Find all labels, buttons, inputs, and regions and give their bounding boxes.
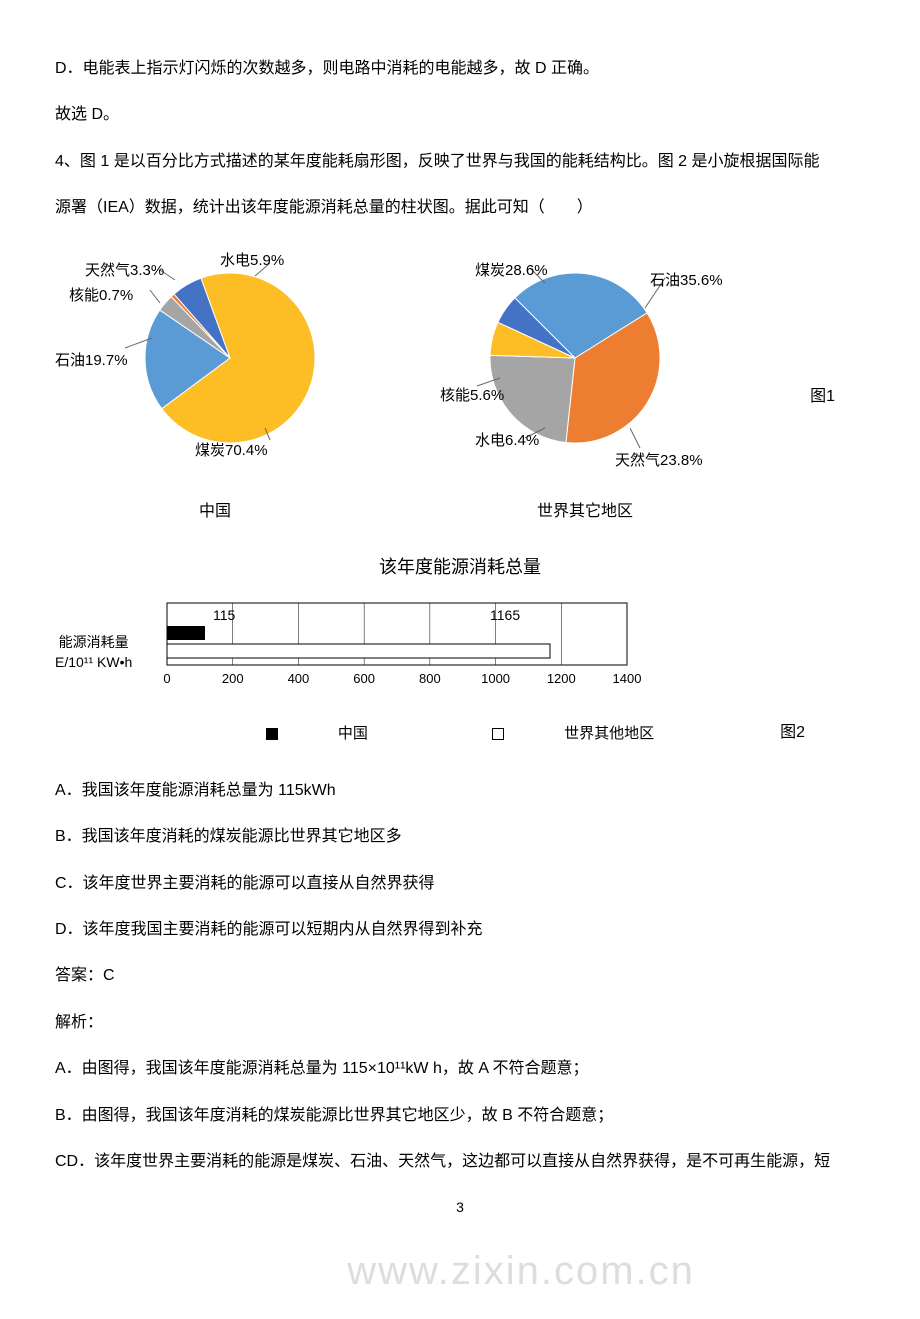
bar-axis-label: 能源消耗量 E/10¹¹ KW•h: [55, 633, 132, 672]
svg-text:1000: 1000: [481, 671, 510, 686]
svg-text:0: 0: [164, 671, 171, 686]
china-hydro-label: 水电5.9%: [220, 243, 284, 279]
svg-text:1200: 1200: [547, 671, 576, 686]
legend-world: 世界其他地区: [564, 725, 654, 742]
explain-a: A．由图得，我国该年度能源消耗总量为 115×10¹¹kW h，故 A 不符合题…: [55, 1050, 865, 1088]
bar-title: 该年度能源消耗总量: [55, 546, 865, 589]
explain-label: 解析：: [55, 1004, 865, 1042]
answer: 答案：C: [55, 957, 865, 995]
explain-cd: CD．该年度世界主要消耗的能源是煤炭、石油、天然气，这边都可以直接从自然界获得，…: [55, 1143, 865, 1181]
fig2-label: 图2: [780, 714, 805, 752]
q4-stem-line1: 4、图 1 是以百分比方式描述的某年度能耗扇形图，反映了世界与我国的能耗结构比。…: [55, 143, 865, 181]
option-a: A．我国该年度能源消耗总量为 115kWh: [55, 772, 865, 810]
pie-row: 天然气3.3% 水电5.9% 核能0.7% 石油19.7% 煤炭70.4% 中国…: [55, 248, 865, 532]
svg-text:1165: 1165: [490, 607, 520, 623]
option-c: C．该年度世界主要消耗的能源可以直接从自然界获得: [55, 865, 865, 903]
pie-world-wrap: 煤炭28.6% 石油35.6% 核能5.6% 水电6.4% 天然气23.8% 世…: [415, 248, 755, 532]
svg-text:800: 800: [419, 671, 441, 686]
svg-text:1400: 1400: [613, 671, 642, 686]
option-b: B．我国该年度消耗的煤炭能源比世界其它地区多: [55, 818, 865, 856]
prev-answer-pick: 故选 D。: [55, 96, 865, 134]
figure-1-container: 天然气3.3% 水电5.9% 核能0.7% 石油19.7% 煤炭70.4% 中国…: [55, 248, 865, 752]
bar-axis-l2: E/10¹¹ KW•h: [55, 654, 132, 670]
world-nuclear-label: 核能5.6%: [440, 378, 504, 414]
fig1-label: 图1: [810, 378, 835, 416]
option-d: D．该年度我国主要消耗的能源可以短期内从自然界得到补充: [55, 911, 865, 949]
world-oil-label: 石油35.6%: [650, 263, 723, 299]
watermark: www.zixin.com.cn: [347, 1223, 695, 1319]
world-gas-label: 天然气23.8%: [615, 443, 703, 479]
bar-section: 该年度能源消耗总量 能源消耗量 E/10¹¹ KW•h www.zixin.co…: [55, 546, 865, 752]
china-caption: 中国: [55, 493, 375, 531]
world-coal-label: 煤炭28.6%: [475, 253, 548, 289]
explain-b: B．由图得，我国该年度消耗的煤炭能源比世界其它地区少，故 B 不符合题意；: [55, 1097, 865, 1135]
world-hydro-label: 水电6.4%: [475, 423, 539, 459]
bar-axis-l1: 能源消耗量: [59, 634, 129, 650]
bar-chart-box: www.zixin.com.cn 02004006008001000120014…: [147, 598, 667, 708]
prev-answer-d: D．电能表上指示灯闪烁的次数越多，则电路中消耗的电能越多，故 D 正确。: [55, 50, 865, 88]
svg-text:200: 200: [222, 671, 244, 686]
legend-china: 中国: [338, 725, 368, 742]
bar-legend: 中国 世界其他地区 图2: [55, 716, 865, 752]
page-number: 3: [0, 1191, 920, 1225]
svg-text:600: 600: [354, 671, 376, 686]
svg-text:115: 115: [213, 607, 236, 623]
world-caption: 世界其它地区: [415, 493, 755, 531]
china-coal-label: 煤炭70.4%: [195, 433, 268, 469]
china-nuclear-label: 核能0.7%: [69, 278, 133, 314]
q4-stem-line2: 源署（IEA）数据，统计出该年度能源消耗总量的柱状图。据此可知（ ）: [55, 189, 865, 227]
china-oil-label: 石油19.7%: [55, 343, 128, 379]
svg-text:400: 400: [288, 671, 310, 686]
bar-area: 能源消耗量 E/10¹¹ KW•h www.zixin.com.cn 02004…: [55, 598, 865, 708]
bar-chart: 0 200 400 600 800 1000 1200 1400 115 1165: [147, 598, 667, 693]
pie-china-wrap: 天然气3.3% 水电5.9% 核能0.7% 石油19.7% 煤炭70.4% 中国: [55, 248, 375, 532]
